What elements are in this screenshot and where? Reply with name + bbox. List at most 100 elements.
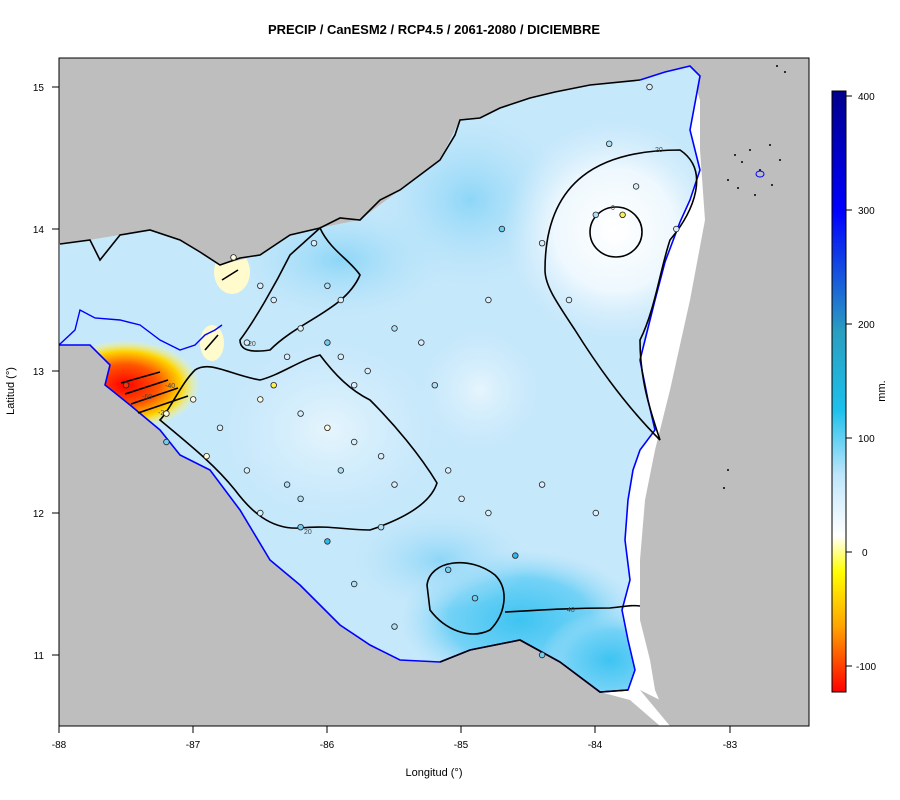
station-point [351, 580, 358, 588]
station-point [498, 225, 506, 233]
caribbean-islands [723, 65, 786, 489]
station-point [216, 424, 224, 431]
contour-label: 20 [655, 147, 663, 154]
station-point [337, 353, 344, 360]
station-point [646, 83, 653, 91]
station-point [619, 211, 626, 218]
x-axis-label: Longitud (°) [405, 767, 463, 779]
station-point [257, 509, 264, 517]
station-point [485, 296, 492, 304]
colorbar-label: mm. [876, 380, 888, 402]
station-point [391, 623, 398, 630]
contour-label: 20 [248, 341, 256, 348]
station-point [337, 296, 344, 304]
station-point [297, 495, 304, 502]
x-tick-label: -84 [588, 740, 603, 751]
x-tick-label: -88 [52, 740, 67, 751]
contour-label: -40 [165, 383, 175, 390]
border-south [439, 639, 629, 693]
station-point [310, 239, 318, 247]
station-point [592, 211, 599, 218]
land-southeast-strip [640, 690, 809, 726]
station-point [538, 651, 546, 659]
station-point [297, 325, 304, 332]
station-point [565, 296, 573, 304]
y-tick-label: 14 [33, 225, 45, 236]
colorbar-tick-label: 100 [858, 434, 875, 445]
station-point [230, 254, 237, 261]
station-point [337, 467, 344, 474]
y-tick-label: 12 [33, 509, 45, 520]
station-point [458, 495, 465, 502]
station-point [445, 467, 452, 474]
station-point [471, 595, 479, 602]
station-point [592, 509, 599, 517]
colorbar-tick-label: 300 [858, 206, 875, 217]
station-point [324, 538, 331, 545]
coastline-gulf [59, 308, 223, 351]
island-corn [755, 170, 765, 178]
y-tick-label: 13 [33, 367, 45, 378]
y-axis-label: Latitud (°) [5, 367, 17, 415]
station-point [418, 339, 425, 346]
x-tick-label: -83 [723, 740, 738, 751]
station-point [257, 396, 264, 403]
station-point [351, 438, 358, 446]
y-tick-label: 11 [34, 651, 45, 662]
x-tick-label: -85 [454, 740, 469, 751]
station-point [163, 438, 170, 446]
contour-label: 20 [304, 529, 312, 536]
y-tick-label: 15 [33, 83, 45, 94]
colorbar: 400 300 200 100 0 -100 [831, 90, 876, 693]
station-point [391, 325, 398, 332]
colorbar-gradient [831, 90, 847, 693]
station-point [377, 524, 385, 531]
station-point [512, 552, 519, 559]
station-point [270, 382, 277, 389]
station-point [243, 467, 251, 474]
land-southwest [59, 345, 660, 726]
station-point [203, 453, 210, 460]
station-markers [122, 83, 680, 659]
contour-label: -20 [158, 410, 168, 417]
contour-lines [120, 149, 698, 635]
station-point [243, 339, 251, 346]
station-point [324, 424, 331, 431]
station-point [257, 282, 264, 289]
station-point [189, 396, 197, 403]
station-point [270, 296, 277, 304]
station-point [485, 509, 492, 517]
y-axis: 15 14 13 12 11 [33, 83, 60, 662]
station-point [538, 239, 546, 247]
station-point [283, 481, 291, 488]
colorbar-tick-label: 400 [858, 92, 875, 103]
contour-label: -60 [142, 394, 152, 401]
border-north [59, 79, 641, 266]
station-point [324, 282, 331, 289]
station-point [163, 410, 170, 417]
station-point [351, 382, 358, 389]
contour-label: 0 [611, 205, 615, 212]
station-point [632, 183, 640, 190]
land-east [640, 58, 809, 726]
land-north [59, 58, 809, 265]
station-point [431, 382, 438, 389]
coastline-pacific [59, 344, 441, 663]
station-point [364, 367, 371, 375]
station-point [297, 410, 304, 417]
station-point [673, 225, 680, 233]
station-point [324, 339, 331, 346]
colorbar-tick-label: 200 [858, 320, 875, 331]
station-point [445, 566, 452, 573]
station-point [377, 453, 385, 460]
station-point [538, 481, 546, 488]
x-axis: -88 -87 -86 -85 -84 -83 [52, 725, 738, 751]
map-title: PRECIP / CanESM2 / RCP4.5 / 2061-2080 / … [267, 22, 601, 37]
x-tick-label: -86 [320, 740, 335, 751]
station-point [297, 524, 304, 531]
station-point [606, 140, 613, 147]
colorbar-tick-label: -100 [856, 662, 876, 673]
x-tick-label: -87 [186, 740, 201, 751]
contour-label: 40 [567, 607, 575, 614]
contour-labels: 20 0 20 20 40 -60 -40 -20 [142, 147, 663, 614]
